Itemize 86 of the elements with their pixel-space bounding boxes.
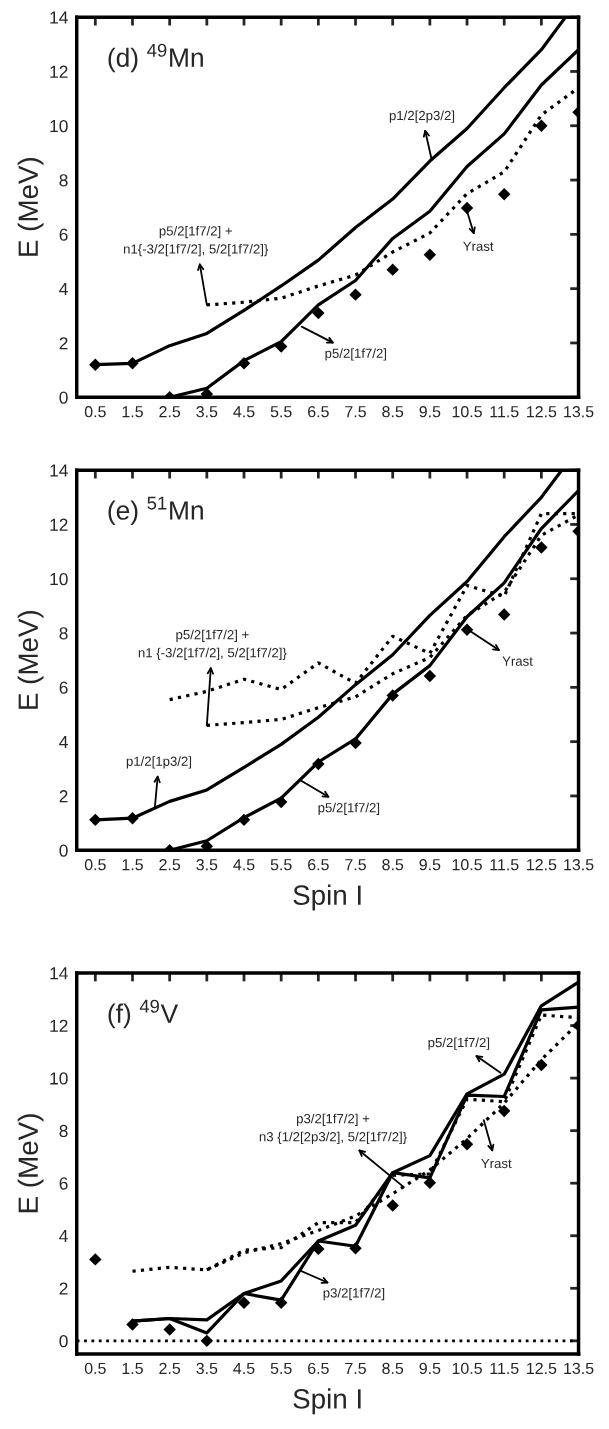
text: (f) $^{49}$V [108,999,179,1029]
x-tick-label: 10.5 [452,1362,482,1375]
annotation: Yrast [463,241,494,251]
annotation: p3/2[1f7/2] + n3 {1/2[2p3/2], 5/2[1f7/2]} [259,1113,407,1144]
y-tick-label: 2 [59,337,68,350]
x-tick-label: 9.5 [419,1362,441,1375]
x-tick-label: 4.5 [233,406,255,418]
x-tick-label: 4.5 [233,859,255,871]
annotation: p5/2[1f7/2] [325,348,387,361]
y-tick-label: 4 [59,283,68,295]
y-tick-label: 6 [59,1177,68,1190]
y-tick-label: 6 [59,681,68,694]
y-axis-title: E (MeV) [17,610,44,709]
y-tick-label: 14 [50,11,68,24]
y-tick-label: 12 [50,1019,68,1032]
x-tick-label: 9.5 [419,859,441,871]
annotation: p5/2[1f7/2] [318,802,380,815]
x-tick-label: 0.5 [84,406,106,418]
x-tick-label: 6.5 [308,859,329,871]
x-tick-label: 1.5 [122,859,143,871]
y-tick-label: 8 [59,627,68,640]
x-tick-label: 12.5 [527,406,557,418]
y-tick-label: 4 [59,736,68,748]
x-tick-label: 10.5 [452,406,482,418]
x-tick-label: 8.5 [382,406,404,418]
x-tick-label: 3.5 [196,406,218,418]
x-tick-label: 11.5 [490,406,519,418]
x-tick-label: 3.5 [196,1362,218,1375]
y-tick-label: 14 [50,464,68,477]
x-tick-label: 5.5 [270,1362,292,1375]
y-tick-label: 10 [50,572,68,586]
y-tick-label: 0 [59,1335,68,1348]
text: (e) $^{51}$Mn [108,496,203,526]
y-tick-label: 12 [50,65,68,78]
x-tick-label: 6.5 [308,1362,329,1375]
x-tick-label: 3.5 [196,859,218,871]
x-tick-label: 13.5 [564,406,594,418]
y-tick-label: 14 [50,967,68,980]
y-tick-label: 8 [59,174,68,187]
x-tick-label: 2.5 [159,859,181,871]
annotation: Yrast [481,1158,512,1169]
x-tick-label: 5.5 [270,859,292,871]
y-tick-label: 6 [59,228,68,241]
x-tick-label: 10.5 [452,859,482,871]
y-axis-title: E (MeV) [17,1114,44,1213]
x-tick-label: 8.5 [382,1362,404,1375]
y-axis-title: E (MeV) [17,158,44,256]
x-tick-label: 1.5 [122,1362,143,1375]
y-tick-label: 8 [59,1124,68,1138]
x-tick-label: 13.5 [564,859,594,871]
y-tick-label: 10 [50,119,68,133]
y-tick-label: 12 [50,518,68,531]
x-tick-label: 0.5 [84,1362,106,1375]
x-axis-title: Spin I [293,884,361,911]
x-tick-label: 7.5 [345,859,366,871]
x-tick-label: 7.5 [345,1362,366,1375]
x-tick-label: 2.5 [159,406,181,418]
x-tick-label: 6.5 [308,406,329,418]
x-tick-label: 1.5 [122,406,143,418]
annotation: p1/2[2p3/2] [389,110,455,123]
annotation: p1/2[1p3/2] [126,756,192,769]
x-tick-label: 0.5 [84,859,106,871]
y-tick-label: 10 [50,1072,68,1085]
y-tick-label: 2 [59,1282,68,1295]
y-tick-label: 0 [59,391,68,404]
x-tick-label: 13.5 [564,1362,594,1375]
annotation: p5/2[1f7/2] + n1{-3/2[1f7/2], 5/2[1f7/2]} [123,225,269,257]
x-tick-label: 11.5 [490,1362,519,1375]
y-tick-label: 4 [59,1230,68,1243]
text: (d) $^{49}$Mn [108,43,203,73]
x-tick-label: 5.5 [270,406,292,418]
annotation: p5/2[1f7/2] [428,1037,490,1050]
x-tick-label: 2.5 [159,1362,181,1375]
x-tick-label: 9.5 [419,406,441,418]
annotation: p5/2[1f7/2] + n1 {-3/2[1f7/2], 5/2[1f7/2]} [138,629,287,660]
x-tick-label: 11.5 [490,859,519,871]
x-axis-title: Spin I [293,1388,361,1415]
x-tick-label: 7.5 [345,406,366,418]
y-tick-label: 2 [59,790,68,803]
annotation: p3/2[1f7/2] [323,1287,385,1301]
x-tick-label: 4.5 [233,1362,255,1375]
x-tick-label: 8.5 [382,859,404,871]
annotation: Yrast [502,656,533,666]
y-tick-label: 0 [59,844,68,857]
x-tick-label: 12.5 [527,859,557,871]
x-tick-label: 12.5 [527,1362,557,1375]
